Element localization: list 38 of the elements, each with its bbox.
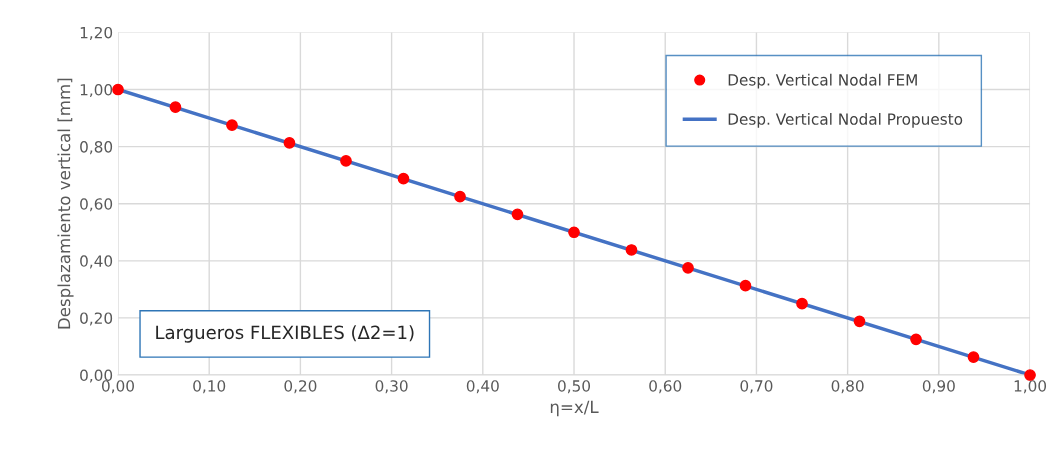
y-axis-title: Desplazamiento vertical [mm]: [57, 78, 74, 329]
point: [1024, 369, 1036, 381]
point: [625, 244, 638, 256]
point: [283, 137, 296, 149]
y-tick-label: 0,60: [80, 198, 113, 212]
point: [796, 297, 808, 310]
x-tick-label: 0,20: [284, 380, 317, 394]
y-tick-label: 0,40: [80, 255, 113, 269]
annotation: Largueros FLEXIBLES (Δ2=1): [156, 325, 414, 343]
point: [568, 226, 580, 239]
point: [682, 262, 694, 274]
x-tick-label: 0,50: [558, 380, 591, 394]
point: [511, 208, 524, 221]
x-tick-label: 0,30: [375, 380, 408, 394]
y-tick-label: 0,80: [80, 141, 113, 155]
point: [340, 155, 352, 167]
x-axis-title: η=x/L: [550, 400, 599, 417]
x-tick-label: 0,10: [193, 380, 226, 394]
point: [169, 101, 182, 114]
point: [853, 315, 866, 328]
y-tick-label: 1,20: [80, 26, 113, 40]
point: [454, 190, 466, 203]
y-tick-label: 1,00: [80, 83, 113, 98]
point: [226, 119, 238, 132]
y-tick-label: 0,20: [80, 312, 113, 326]
x-tick-label: 0,80: [831, 380, 864, 394]
point: [967, 351, 980, 363]
x-tick-label: 1,00: [1014, 380, 1047, 394]
point: [910, 333, 922, 346]
point: [739, 279, 752, 292]
point: [397, 172, 410, 185]
legend-label: Desp. Vertical Nodal FEM: [728, 73, 917, 89]
x-tick-label: 0,40: [466, 380, 499, 394]
x-tick-label: 0,90: [922, 380, 955, 394]
x-tick-label: 0,70: [740, 380, 773, 394]
legend-label: Desp. Vertical Nodal Propuesto: [728, 113, 963, 128]
point: [112, 83, 124, 96]
x-tick-label: 0,60: [649, 380, 682, 394]
